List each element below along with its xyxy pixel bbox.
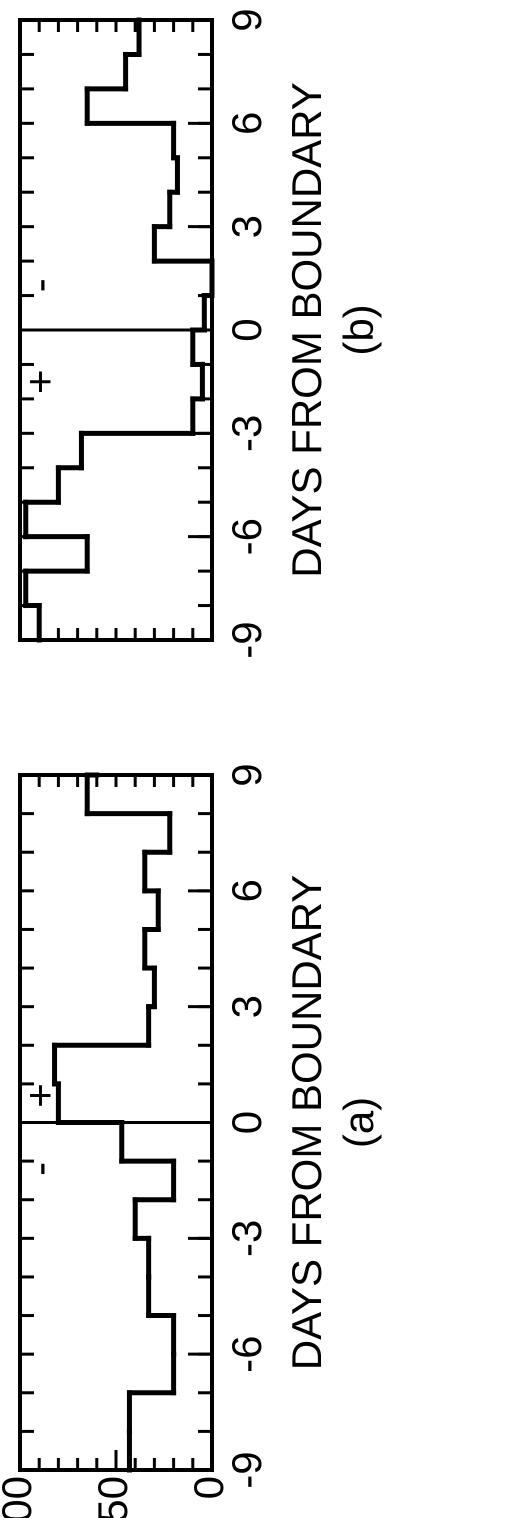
x-tick-label: -9 bbox=[223, 1451, 270, 1488]
x-tick-label: 6 bbox=[223, 112, 270, 135]
x-tick-label: 9 bbox=[223, 8, 270, 31]
y-tick-label: 0 bbox=[185, 1476, 232, 1499]
annotation: - bbox=[16, 1162, 63, 1176]
panel-caption: (a) bbox=[335, 1097, 382, 1148]
x-tick-label: 9 bbox=[223, 763, 270, 786]
y-tick-label: 50 bbox=[89, 1476, 136, 1518]
x-tick-label: 0 bbox=[223, 1111, 270, 1134]
panel-caption: (b) bbox=[335, 304, 382, 355]
x-tick-label: 3 bbox=[223, 215, 270, 238]
annotation: + bbox=[16, 1083, 63, 1108]
x-tick-label: -6 bbox=[223, 518, 270, 555]
x-tick-label: 3 bbox=[223, 995, 270, 1018]
x-axis-title: DAYS FROM BOUNDARY bbox=[283, 875, 330, 1371]
annotation: + bbox=[16, 369, 63, 394]
x-tick-label: -3 bbox=[223, 415, 270, 452]
x-tick-label: -9 bbox=[223, 621, 270, 658]
x-tick-label: -6 bbox=[223, 1335, 270, 1372]
x-axis-title: DAYS FROM BOUNDARY bbox=[283, 82, 330, 578]
annotation: - bbox=[16, 278, 63, 292]
x-tick-label: 6 bbox=[223, 879, 270, 902]
x-tick-label: 0 bbox=[223, 318, 270, 341]
y-tick-label: 100 bbox=[0, 1476, 40, 1518]
rotated-figure: -9-6-30369050100-+DAYS FROM BOUNDARY(a)-… bbox=[0, 8, 382, 1518]
x-tick-label: -3 bbox=[223, 1220, 270, 1257]
